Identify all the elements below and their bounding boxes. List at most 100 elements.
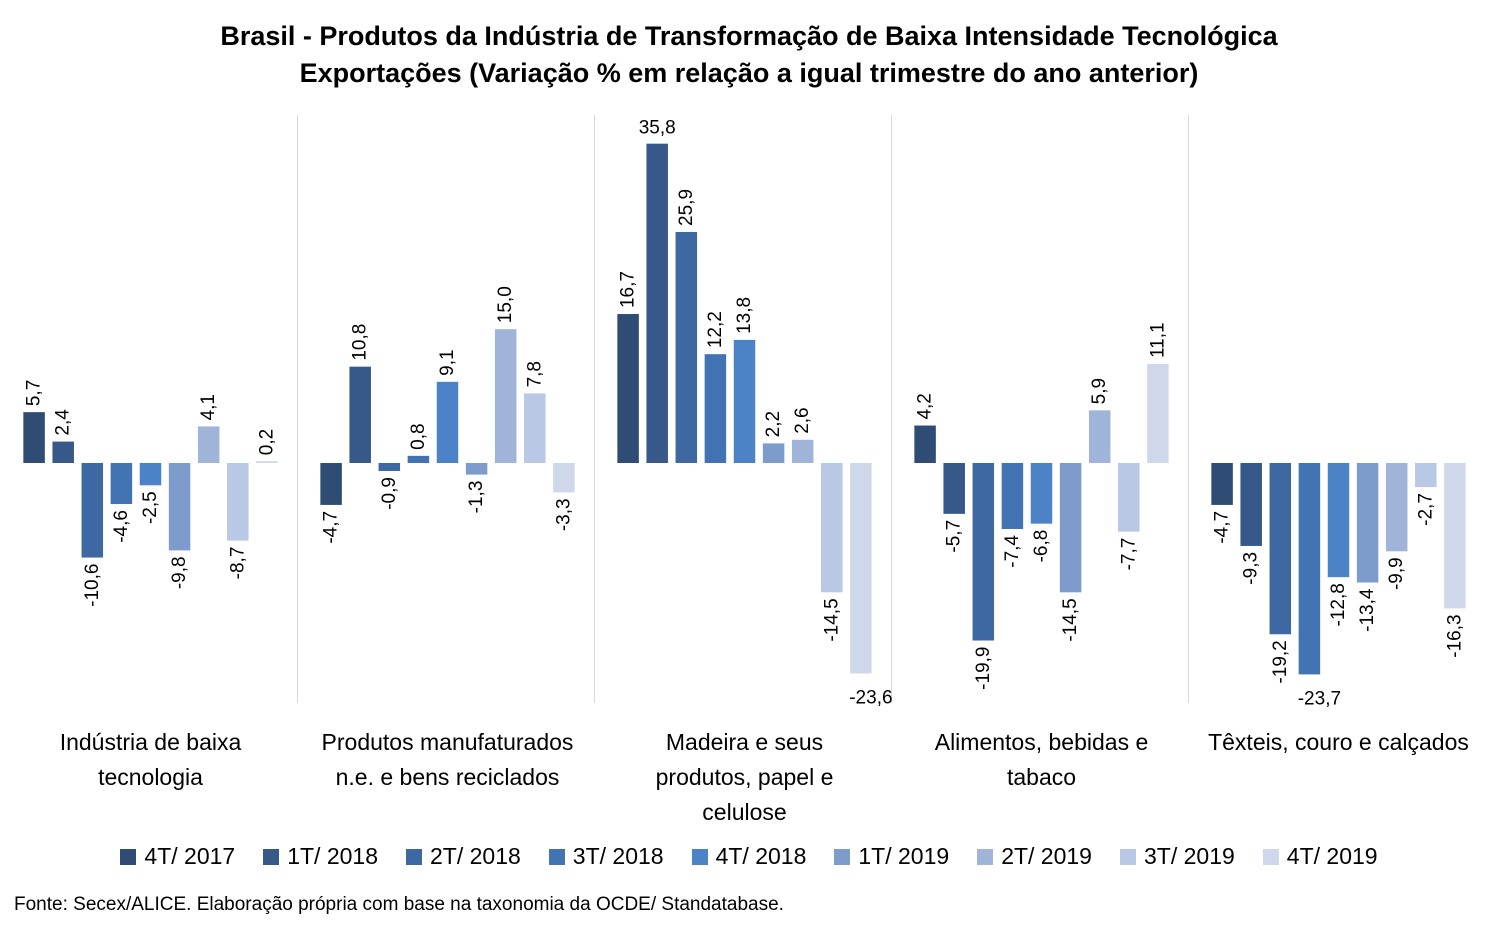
bar xyxy=(553,463,575,493)
data-label: 15,0 xyxy=(495,286,516,323)
legend-label: 3T/ 2018 xyxy=(572,843,664,869)
category-label: Madeira e seus xyxy=(666,729,823,755)
legend-item: 1T/ 2019 xyxy=(834,843,949,870)
data-label: -3,3 xyxy=(553,498,574,531)
category-label: Indústria de baixa xyxy=(60,729,242,755)
data-label: 4,1 xyxy=(198,394,219,420)
bar xyxy=(197,426,220,463)
legend-label: 4T/ 2019 xyxy=(1286,843,1378,869)
category-label: tabaco xyxy=(1007,764,1076,790)
category-label: tecnologia xyxy=(98,764,203,790)
data-label: 4,2 xyxy=(915,393,936,419)
bar xyxy=(791,439,814,463)
bar xyxy=(733,339,756,463)
chart-title-line: Brasil - Produtos da Indústria de Transf… xyxy=(220,21,1278,51)
legend-item: 1T/ 2018 xyxy=(263,843,378,870)
bar xyxy=(407,455,430,463)
bar xyxy=(256,461,278,463)
data-label: -16,3 xyxy=(1444,614,1465,657)
legend-item: 4T/ 2019 xyxy=(1262,843,1378,870)
bar xyxy=(1444,463,1466,609)
bar xyxy=(850,463,872,674)
legend-item: 4T/ 2017 xyxy=(120,843,235,870)
legend-label: 4T/ 2017 xyxy=(144,843,236,869)
data-label: 10,8 xyxy=(350,324,371,361)
legend-swatch xyxy=(834,848,851,865)
data-label: 13,8 xyxy=(734,297,755,334)
legend-item: 2T/ 2019 xyxy=(977,843,1092,870)
chart-title: Brasil - Produtos da Indústria de Transf… xyxy=(0,18,1498,92)
category-label: produtos, papel e xyxy=(656,764,834,790)
data-label: 0,8 xyxy=(408,423,429,449)
legend-swatch xyxy=(548,848,565,865)
data-label: 35,8 xyxy=(639,118,676,139)
bar xyxy=(704,354,727,463)
bar xyxy=(52,441,74,463)
bar xyxy=(1088,410,1111,463)
chart-legend: 4T/ 2017 1T/ 2018 2T/ 2018 3T/ 2018 4T/ 2018… xyxy=(0,843,1498,870)
bar xyxy=(378,463,401,472)
bar xyxy=(1269,463,1292,635)
legend-label: 2T/ 2019 xyxy=(1001,843,1092,869)
bar xyxy=(1415,463,1437,488)
data-label: -4,7 xyxy=(1212,511,1233,544)
legend-swatch xyxy=(406,848,422,865)
bar xyxy=(494,329,517,463)
data-label: -10,6 xyxy=(82,564,103,607)
bar xyxy=(1385,463,1408,552)
legend-label: 4T/ 2018 xyxy=(715,843,807,869)
bar xyxy=(168,463,191,551)
bar xyxy=(1327,463,1350,578)
bar xyxy=(943,463,965,514)
data-label: 11,1 xyxy=(1147,322,1168,358)
data-label: -2,7 xyxy=(1415,493,1436,526)
bar xyxy=(1118,463,1140,532)
legend-swatch xyxy=(120,848,137,865)
bar xyxy=(139,463,162,486)
bar xyxy=(1240,463,1262,546)
chart-subtitle: Exportações (Variação % em relação a igu… xyxy=(299,58,1199,88)
data-label: 5,9 xyxy=(1089,378,1110,404)
data-label: 25,9 xyxy=(676,189,697,226)
legend-label: 3T/ 2019 xyxy=(1143,843,1235,869)
data-label: 2,6 xyxy=(792,407,813,433)
data-label: -5,7 xyxy=(944,520,965,553)
bar xyxy=(320,463,342,505)
bar xyxy=(1211,463,1233,505)
data-label: 2,4 xyxy=(53,409,74,436)
data-label: -4,6 xyxy=(111,510,132,543)
data-label: -14,5 xyxy=(821,598,842,641)
legend-item: 2T/ 2018 xyxy=(406,843,521,870)
source-note: Fonte: Secex/ALICE. Elaboração própria c… xyxy=(14,894,784,915)
data-label: -0,9 xyxy=(379,477,400,510)
bar xyxy=(675,231,698,463)
bar-chart-plot: 5,7 2,4 -10,6 -4,6 -2,5 -9,8 4,1 -8,7 0,2 Indústr… xyxy=(23,115,1469,825)
bar xyxy=(81,463,104,558)
legend-item: 4T/ 2018 xyxy=(691,843,807,870)
bar xyxy=(1147,363,1169,463)
data-label: -4,7 xyxy=(321,511,342,544)
data-label: 9,1 xyxy=(437,349,458,375)
data-label: -7,7 xyxy=(1118,538,1139,571)
data-label: -13,4 xyxy=(1357,588,1378,632)
bar xyxy=(972,463,995,641)
data-label: -9,3 xyxy=(1241,552,1262,585)
bar xyxy=(227,463,249,541)
legend-swatch xyxy=(1119,848,1136,865)
bar xyxy=(1298,463,1321,675)
data-label: 0,2 xyxy=(256,429,277,455)
bar xyxy=(349,366,371,463)
legend-item: 3T/ 2018 xyxy=(548,843,664,870)
bar xyxy=(465,463,488,475)
legend-swatch xyxy=(263,848,280,865)
bar xyxy=(821,463,843,593)
data-label: 2,2 xyxy=(763,411,784,437)
data-label: -19,2 xyxy=(1270,640,1291,683)
data-label: -9,8 xyxy=(169,556,190,589)
category-label: Produtos manufaturados xyxy=(322,729,574,755)
data-label: 7,8 xyxy=(524,361,545,387)
data-label: -1,3 xyxy=(466,481,487,514)
data-label: -9,9 xyxy=(1386,557,1407,590)
bar xyxy=(1030,463,1053,524)
bar xyxy=(23,412,45,463)
